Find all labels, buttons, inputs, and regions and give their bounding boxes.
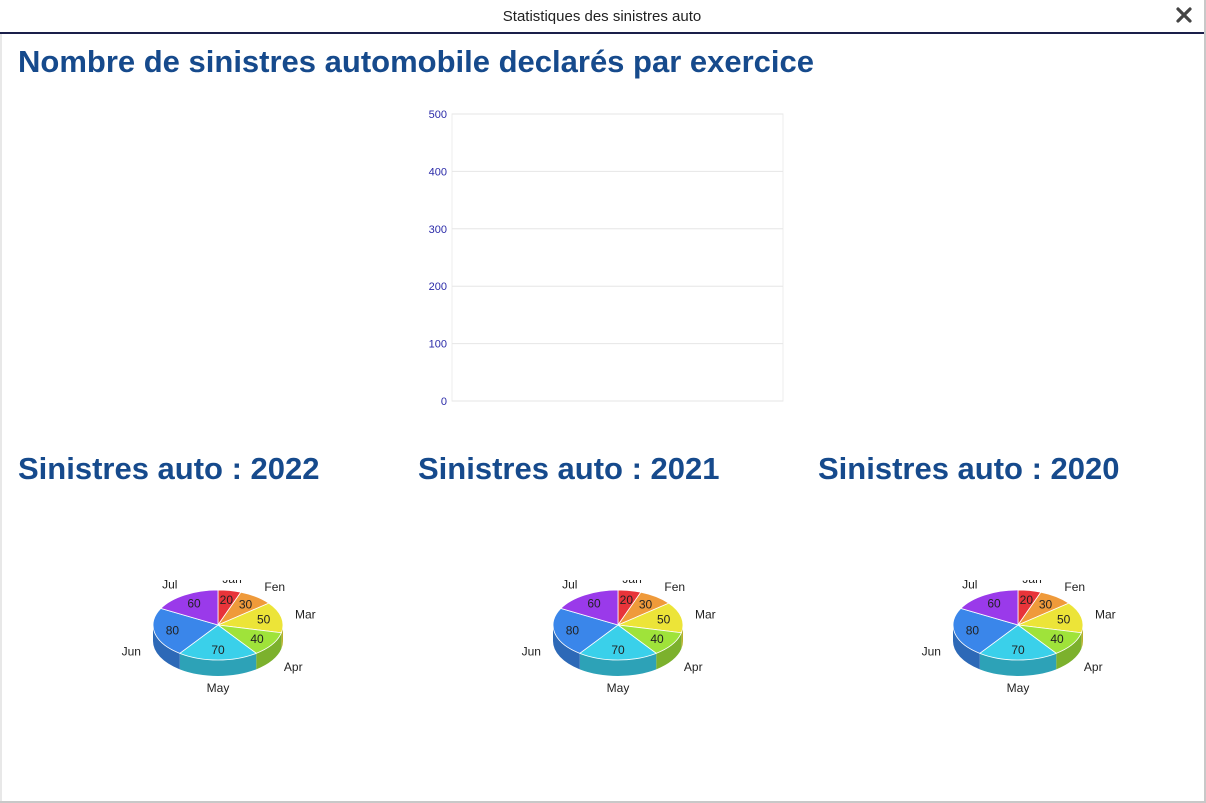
pie-side-jun (553, 625, 580, 670)
pie-category-label: Jan (622, 580, 641, 586)
pie-side-may (179, 653, 257, 676)
pie-value-label: 20 (220, 593, 234, 607)
pie-value-label: 30 (639, 598, 653, 612)
pie-slice-jul (559, 589, 619, 626)
y-tick-label: 100 (429, 339, 447, 351)
pie-value-label: 40 (650, 632, 664, 646)
pie-value-label: 80 (966, 624, 980, 638)
pie-category-label: Jul (962, 580, 977, 592)
pie-slice-mar (1016, 602, 1084, 634)
pie-side-may (579, 653, 657, 676)
pie-side-may (979, 653, 1057, 676)
plot-area (451, 113, 784, 402)
pie-value-label: 20 (620, 593, 634, 607)
pie-category-label: Jun (122, 644, 141, 658)
pie-value-label: 80 (166, 624, 180, 638)
pie-category-label: Fen (264, 580, 285, 594)
pie-category-label: Fen (1064, 580, 1085, 594)
pie-value-label: 20 (1020, 593, 1034, 607)
pie-slice-jun (152, 607, 219, 654)
pie-value-label: 30 (1039, 598, 1053, 612)
pie-value-label: 70 (611, 643, 625, 657)
pie-chart-2022: 20 Jan 30 Fen 50 Mar 40 Apr 70 May 80 Jun 60 Jul (103, 572, 333, 720)
pie-side-mar (281, 625, 283, 649)
y-tick-label: 300 (429, 224, 447, 236)
pie-category-label: Jul (562, 580, 577, 592)
pie-value-label: 50 (257, 612, 271, 626)
pie-title-2021: Sinistres auto : 2021 (418, 451, 720, 486)
pie-side-mar (1081, 625, 1083, 649)
pie-category-label: Jul (162, 580, 177, 592)
pie-category-label: Jun (922, 644, 941, 658)
y-tick-label: 500 (429, 109, 447, 121)
pie-category-label: Fen (664, 580, 685, 594)
pie-slice-jun (952, 607, 1019, 654)
dialog-left-border (0, 34, 2, 801)
pie-slice-may (178, 624, 258, 661)
dialog-title: Statistiques des sinistres auto (502, 8, 702, 25)
pie-category-label: Apr (1084, 660, 1103, 674)
pie-chart-2021: 20 Jan 30 Fen 50 Mar 40 Apr 70 May 80 Jun 60 Jul (503, 572, 733, 720)
bar-chart: 0 100 200 300 400 500 (415, 100, 795, 415)
y-tick-label: 0 (441, 396, 447, 408)
pie-value-label: 60 (587, 596, 601, 610)
pie-slice-jun (552, 607, 619, 654)
pie-value-label: 70 (1011, 643, 1025, 657)
pie-category-label: Mar (695, 608, 716, 622)
pie-category-label: Apr (284, 660, 303, 674)
pie-value-label: 40 (1050, 632, 1064, 646)
pie-value-label: 80 (566, 624, 580, 638)
pie-side-jun (953, 625, 980, 670)
pie-slice-may (578, 624, 658, 661)
pie-slice-jul (959, 589, 1019, 626)
pie-slice-may (978, 624, 1058, 661)
pie-value-label: 30 (239, 598, 253, 612)
pie-category-label: Mar (1095, 608, 1116, 622)
pie-category-label: Mar (295, 608, 316, 622)
y-tick-label: 200 (429, 281, 447, 293)
y-tick-label: 400 (429, 166, 447, 178)
bar-chart-svg: 0 100 200 300 400 500 (429, 109, 784, 408)
pie-value-label: 70 (211, 643, 225, 657)
pie-category-label: May (1007, 681, 1030, 695)
pie-category-label: Jan (222, 580, 241, 586)
pie-title-2022: Sinistres auto : 2022 (18, 451, 320, 486)
pie-value-label: 60 (987, 596, 1001, 610)
pie-value-label: 50 (1057, 612, 1071, 626)
close-icon[interactable] (1174, 5, 1194, 25)
pie-category-label: Jun (522, 644, 541, 658)
page-title: Nombre de sinistres automobile declarés … (18, 44, 815, 79)
pie-category-label: May (607, 681, 630, 695)
pie-chart-2020: 20 Jan 30 Fen 50 Mar 40 Apr 70 May 80 Jun 60 Jul (903, 572, 1133, 720)
pie-value-label: 40 (250, 632, 264, 646)
pie-value-label: 50 (657, 612, 671, 626)
pie-title-2020: Sinistres auto : 2020 (818, 451, 1120, 486)
pie-category-label: Apr (684, 660, 703, 674)
pie-value-label: 60 (187, 596, 201, 610)
pie-slice-mar (616, 602, 684, 634)
pie-category-label: Jan (1022, 580, 1041, 586)
pie-slice-mar (216, 602, 284, 634)
pie-category-label: May (207, 681, 230, 695)
pie-side-jun (153, 625, 180, 670)
pie-slice-jul (159, 589, 219, 626)
pie-side-mar (681, 625, 683, 649)
dialog-titlebar: Statistiques des sinistres auto (0, 0, 1204, 34)
